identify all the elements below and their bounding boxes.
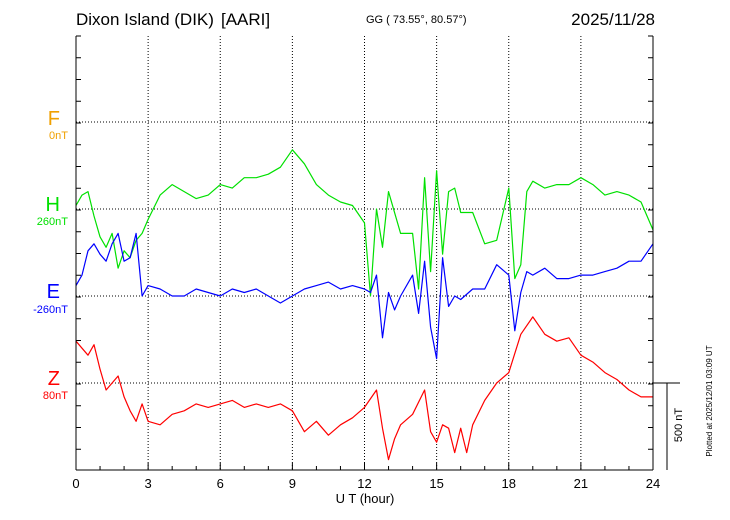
institute-name: [AARI] [221,10,271,29]
label-z: Z [47,368,60,390]
grid-layer [76,36,653,470]
series-line-z [75,316,653,461]
label-f-baseline: 0nT [49,130,68,142]
label-e: E [46,281,60,303]
axes-layer: 0 3 6 9 12 15 18 21 24 [72,35,680,491]
geographic-coordinates: GG ( 73.55°, 80.57°) [366,14,467,26]
x-tick-label: 15 [429,476,443,491]
series-layer [75,149,654,461]
label-h: H [45,194,60,216]
x-axis-label: U T (hour) [335,491,395,506]
label-f: F [47,108,60,130]
x-tick-label: 0 [72,476,79,491]
scale-bar-label: 500 nT [673,407,685,443]
x-tick-label: 12 [357,476,371,491]
plotted-note: Plotted at 2025/12/01 03:09 UT [705,345,714,457]
x-tick-label: 6 [217,476,224,491]
x-tick-label: 18 [502,476,516,491]
label-e-baseline: -260nT [33,304,68,316]
x-tick-label: 24 [646,476,660,491]
x-tick-label: 3 [145,476,152,491]
label-h-baseline: 260nT [36,216,68,228]
station-name: Dixon Island (DIK) [76,10,214,29]
series-line-h [75,149,654,297]
label-z-baseline: 80nT [42,390,68,402]
x-tick-label: 9 [289,476,296,491]
x-tick-label: 21 [574,476,588,491]
chart-date: 2025/11/28 [571,10,655,29]
series-line-e [75,232,654,360]
